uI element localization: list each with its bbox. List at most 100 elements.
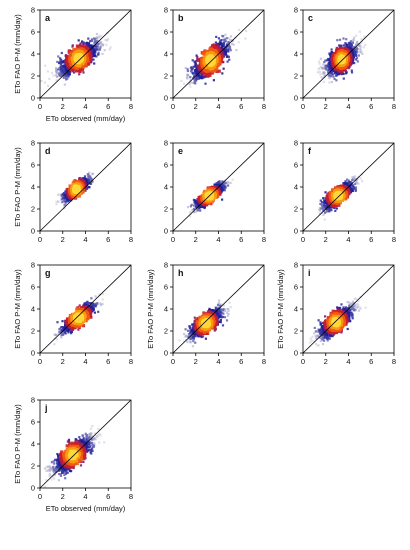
density-point [221, 72, 224, 75]
density-point [325, 66, 329, 69]
density-point [351, 41, 354, 44]
density-point [245, 29, 248, 33]
density-point [220, 48, 223, 51]
density-point [50, 71, 53, 74]
density-point [324, 205, 327, 208]
density-point [89, 178, 92, 181]
y-tick-label: 0 [164, 94, 168, 103]
density-point [319, 199, 322, 202]
density-point [355, 41, 359, 44]
density-point [325, 68, 328, 71]
density-point [354, 54, 358, 57]
y-tick-label: 6 [294, 28, 298, 37]
density-point [332, 75, 335, 78]
density-point [60, 51, 63, 55]
density-point [103, 49, 106, 52]
density-point [180, 79, 183, 82]
density-point [325, 210, 328, 213]
density-point [334, 209, 337, 212]
density-point [104, 38, 107, 41]
density-point [328, 74, 331, 77]
density-point [78, 73, 81, 76]
density-point [47, 84, 50, 87]
density-point [193, 199, 197, 202]
x-tick-label: 0 [38, 102, 42, 111]
density-point [229, 49, 232, 52]
density-point [353, 187, 356, 190]
density-point [65, 78, 68, 81]
density-point [208, 67, 212, 71]
density-point [319, 202, 322, 205]
density-point [197, 77, 200, 80]
y-tick-label: 0 [31, 227, 35, 236]
density-point [74, 187, 78, 191]
density-point [66, 74, 69, 77]
density-point [52, 74, 55, 77]
density-point [355, 179, 358, 182]
density-point [194, 62, 197, 65]
density-point [244, 37, 247, 40]
x-tick-label: 6 [106, 235, 110, 244]
x-tick-label: 8 [129, 235, 133, 244]
density-point [60, 195, 63, 198]
density-point [360, 50, 363, 53]
y-tick-label: 8 [164, 139, 168, 148]
x-tick-label: 4 [216, 235, 220, 244]
density-point [354, 188, 357, 191]
y-tick-label: 4 [164, 183, 168, 192]
density-point [227, 184, 230, 187]
y-tick-label: 2 [31, 205, 35, 214]
density-point [344, 42, 347, 45]
density-point [192, 71, 195, 74]
x-tick-label: 4 [346, 102, 350, 111]
x-tick-label: 0 [171, 235, 175, 244]
y-axis-label: ETo FAO P-M (mm/day) [13, 147, 22, 227]
density-point [57, 193, 60, 196]
density-point [209, 202, 213, 206]
density-point [91, 48, 95, 51]
density-point [62, 61, 66, 64]
density-point [351, 178, 354, 181]
density-point [323, 61, 326, 64]
y-tick-label: 4 [294, 50, 298, 59]
density-point [193, 75, 196, 78]
density-point [322, 80, 325, 83]
density-point [59, 72, 62, 75]
density-point [316, 71, 319, 74]
density-point [326, 68, 329, 72]
density-point [89, 40, 92, 43]
density-point [194, 210, 198, 213]
density-point [61, 67, 64, 70]
density-point [107, 37, 110, 41]
density-point [230, 42, 233, 45]
density-point [324, 59, 327, 62]
density-point [349, 44, 352, 47]
density-point [361, 180, 364, 183]
density-point [229, 35, 233, 38]
density-point [66, 200, 69, 203]
density-point [351, 176, 354, 179]
density-point [360, 38, 363, 41]
density-point [322, 197, 325, 200]
density-point [99, 41, 102, 44]
density-point [322, 209, 325, 212]
density-point [347, 42, 350, 45]
y-tick-label: 8 [294, 6, 298, 15]
density-point [342, 44, 345, 47]
density-point [192, 210, 196, 214]
density-point [320, 207, 323, 210]
density-point [215, 35, 218, 38]
density-point [219, 188, 222, 191]
density-point [87, 186, 90, 189]
density-point [204, 82, 207, 85]
density-point [340, 58, 344, 62]
density-point [328, 76, 331, 79]
x-tick-label: 0 [301, 102, 305, 111]
density-point [225, 55, 229, 58]
density-point [64, 190, 67, 193]
density-point [89, 182, 92, 185]
density-point [100, 35, 103, 38]
density-point [44, 64, 47, 67]
